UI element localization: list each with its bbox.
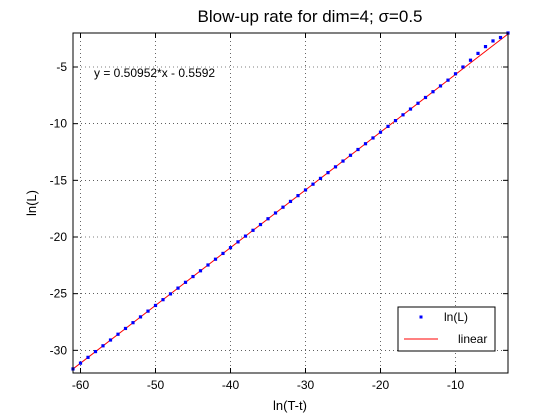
data-point — [266, 217, 270, 221]
x-tick-label: -30 — [297, 378, 315, 392]
data-point — [348, 153, 353, 157]
data-point — [191, 274, 195, 279]
data-point — [258, 222, 263, 227]
data-point — [476, 51, 480, 55]
data-point — [378, 130, 383, 134]
data-point — [393, 119, 398, 123]
data-point — [131, 321, 135, 325]
data-point — [326, 171, 330, 175]
x-axis-label: ln(T-t) — [273, 398, 307, 413]
data-point — [491, 39, 495, 43]
data-point — [161, 298, 165, 302]
y-tick-label: -25 — [50, 287, 68, 301]
data-point — [86, 355, 90, 359]
x-tick-label: -50 — [147, 378, 165, 392]
data-point — [446, 78, 450, 82]
data-point — [483, 45, 488, 49]
data-point — [288, 199, 293, 204]
data-point — [93, 349, 98, 354]
data-point — [341, 159, 345, 163]
grid-lines — [73, 33, 508, 373]
x-tick-label: -40 — [222, 378, 240, 392]
plot-frame — [72, 32, 509, 374]
data-point — [363, 142, 368, 146]
legend: ln(L) linear — [397, 306, 496, 352]
data-point — [153, 303, 158, 308]
data-point — [408, 107, 413, 111]
y-tick-label: -15 — [50, 173, 68, 187]
chart-title: Blow-up rate for dim=4; σ=0.5 — [198, 7, 423, 26]
data-point — [116, 332, 120, 336]
data-point — [221, 251, 225, 256]
y-tick-label: -20 — [50, 230, 68, 244]
data-point — [123, 326, 128, 331]
data-point — [146, 309, 150, 313]
data-point — [401, 113, 405, 117]
data-point — [273, 211, 278, 215]
data-point — [438, 84, 443, 88]
y-tick-label: -5 — [56, 60, 67, 74]
legend-box — [397, 306, 496, 352]
axis-ticks: -60 -50 -40 -30 -20 -10 -30 -25 -20 -15 -10 -5 — [50, 33, 508, 392]
data-point — [168, 292, 173, 296]
data-point — [468, 58, 473, 62]
data-point — [101, 344, 105, 348]
data-point — [416, 101, 420, 105]
data-point — [461, 65, 465, 69]
x-tick-label: -60 — [72, 378, 90, 392]
data-point — [311, 182, 315, 186]
data-point — [198, 269, 203, 273]
data-point — [78, 361, 83, 365]
data-point — [236, 240, 240, 244]
legend-label-lnL: ln(L) — [444, 310, 468, 324]
data-point — [206, 263, 210, 267]
x-tick-label: -10 — [447, 378, 465, 392]
data-point — [431, 90, 435, 94]
data-point — [251, 228, 255, 232]
data-point — [281, 205, 285, 209]
data-point — [303, 188, 308, 192]
data-point — [356, 147, 360, 152]
data-point — [138, 315, 143, 319]
y-tick-label: -30 — [50, 343, 68, 357]
data-point — [296, 194, 300, 198]
data-point — [498, 35, 503, 40]
data-point — [333, 165, 338, 169]
data-point — [386, 124, 390, 128]
data-point — [453, 72, 458, 76]
data-point — [228, 246, 233, 250]
legend-marker-lnL — [419, 315, 423, 319]
data-point — [176, 286, 180, 290]
data-point — [108, 338, 113, 342]
y-axis-label: ln(L) — [24, 190, 39, 216]
data-point — [183, 280, 188, 284]
data-point — [423, 95, 428, 100]
data-point — [318, 176, 323, 181]
fit-equation-annotation: y = 0.50952*x - 0.5592 — [94, 66, 215, 80]
data-point — [213, 257, 218, 261]
data-point — [243, 234, 248, 238]
legend-label-linear: linear — [458, 332, 487, 346]
data-point — [371, 136, 375, 140]
y-tick-label: -10 — [50, 117, 68, 131]
x-tick-label: -20 — [372, 378, 390, 392]
